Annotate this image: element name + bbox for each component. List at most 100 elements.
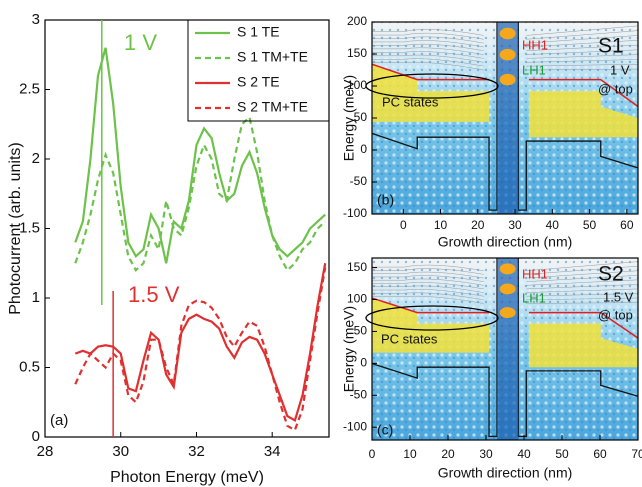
legend-label: S 1 TM+TE <box>237 49 308 65</box>
annotation: PC states <box>382 94 439 109</box>
x-tick-label: 70 <box>631 447 642 461</box>
plot-frame <box>44 19 330 438</box>
plot-frame <box>371 21 639 215</box>
line <box>74 47 326 264</box>
y-tick-label: 1 <box>32 289 40 306</box>
y-axis-label: Energy (meV) <box>341 75 357 161</box>
contour <box>372 282 639 290</box>
x-tick-label: 50 <box>555 447 569 461</box>
annotation: 1.5 V <box>603 289 634 304</box>
plots: 28 30 32 34 0 0.5 1 1.5 2 2.5 3 Photon Energy (meV)… <box>7 11 642 486</box>
line <box>74 263 327 422</box>
well <box>497 258 519 440</box>
annotation: 1 V <box>124 30 157 55</box>
x-tick-label: 30 <box>112 443 129 460</box>
x-tick-label: 32 <box>188 443 205 460</box>
x-tick-label: 20 <box>441 447 455 461</box>
y-tick-label: 2.5 <box>19 80 40 97</box>
y-tick-label: 150 <box>347 46 367 60</box>
plot-frame <box>371 257 639 441</box>
line <box>74 115 326 272</box>
annotation: S1 <box>598 35 624 58</box>
x-axis-label: Growth direction (nm) <box>438 465 573 481</box>
state <box>499 283 516 295</box>
contour <box>372 25 639 36</box>
annotation: @ top <box>598 81 633 96</box>
contour <box>372 47 639 55</box>
panel-label: (c) <box>377 422 393 438</box>
annotation: S2 <box>598 263 624 286</box>
annotation: PC states <box>381 331 438 346</box>
contour <box>372 275 639 282</box>
annotation: @ top <box>598 307 633 322</box>
x-tick-label: 28 <box>37 443 54 460</box>
band <box>528 91 638 138</box>
state <box>499 27 516 40</box>
contour <box>372 292 639 301</box>
annotation: 1.5 V <box>128 282 180 307</box>
contour <box>372 285 639 293</box>
y-tick-label: 100 <box>347 78 367 92</box>
y-tick-label: -50 <box>350 174 368 188</box>
x-tick-label: 60 <box>593 447 607 461</box>
x-axis-label: Photon Energy (meV) <box>110 469 264 486</box>
contour <box>372 51 639 59</box>
contour <box>372 30 639 40</box>
annotation: HH1 <box>522 37 548 52</box>
contour <box>372 39 639 48</box>
state <box>499 73 516 86</box>
contour <box>372 58 639 67</box>
band <box>372 64 490 122</box>
contour <box>372 54 639 63</box>
legend-label: S 1 TE <box>237 24 280 40</box>
legend-frame <box>187 19 330 122</box>
state <box>499 263 516 275</box>
y-tick-label: -100 <box>343 206 367 220</box>
state <box>499 307 516 319</box>
x-axis-label: Growth direction (nm) <box>438 234 573 250</box>
x-tick-label: 0 <box>400 218 407 232</box>
y-tick-label: 50 <box>354 110 368 124</box>
band <box>372 298 490 353</box>
y-tick-label: 100 <box>347 292 367 306</box>
x-tick-label: 10 <box>403 447 417 461</box>
y-tick-label: 3 <box>32 11 40 28</box>
y-axis-label: Energy (meV) <box>341 306 357 392</box>
y-tick-label: 1.5 <box>19 219 40 236</box>
contour <box>372 278 639 286</box>
x-tick-label: 40 <box>546 218 560 232</box>
band-edge <box>371 63 639 108</box>
x-tick-label: 60 <box>620 218 634 232</box>
y-tick-label: -50 <box>350 387 368 401</box>
contour <box>372 295 639 304</box>
panel-label: (a) <box>50 412 68 429</box>
ellipse <box>365 73 499 99</box>
ellipse <box>365 305 499 331</box>
y-tick-label: 50 <box>354 324 368 338</box>
contour <box>372 43 639 52</box>
band-edge <box>371 297 639 339</box>
x-tick-label: 20 <box>471 218 485 232</box>
line <box>74 267 327 432</box>
y-tick-label: 2 <box>32 150 40 167</box>
y-axis-label: Photocurrent (arb. units) <box>7 142 24 315</box>
well <box>497 22 519 214</box>
y-tick-label: 0.5 <box>19 358 40 375</box>
y-tick-label: 0 <box>360 142 367 156</box>
panel-label: (b) <box>377 192 394 208</box>
contour <box>372 261 639 271</box>
annotation: HH1 <box>522 266 548 281</box>
contour <box>372 270 639 279</box>
annotation: LH1 <box>522 62 546 77</box>
x-tick-label: 30 <box>508 218 522 232</box>
contour <box>372 35 639 44</box>
y-tick-label: -100 <box>343 419 367 433</box>
x-tick-label: 40 <box>517 447 531 461</box>
y-tick-label: 200 <box>347 14 367 28</box>
x-tick-label: 34 <box>264 443 281 460</box>
y-tick-label: 0 <box>360 356 367 370</box>
legend-label: S 2 TM+TE <box>237 99 308 115</box>
y-tick-label: 0 <box>32 428 40 445</box>
band <box>528 323 638 368</box>
